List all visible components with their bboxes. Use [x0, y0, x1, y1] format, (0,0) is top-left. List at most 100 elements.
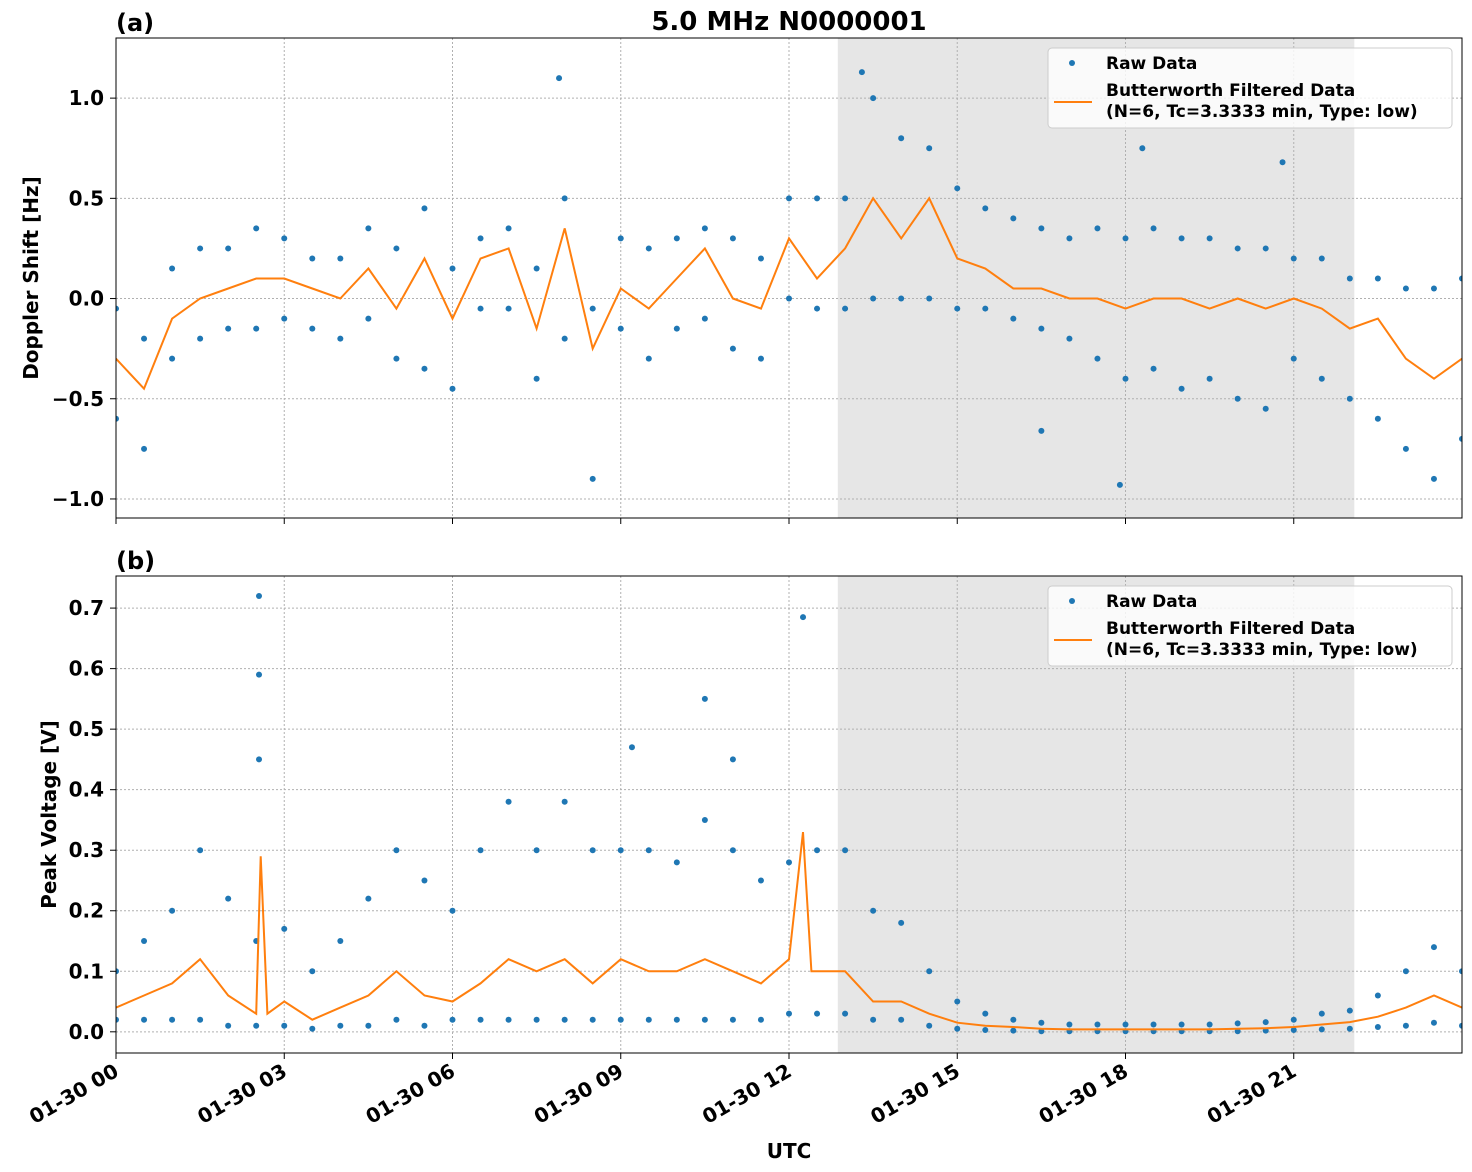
raw-point: [365, 895, 372, 902]
y-axis-label: Peak Voltage [V]: [37, 720, 61, 909]
raw-point: [477, 1016, 484, 1023]
raw-point: [926, 1022, 933, 1029]
raw-point: [1038, 325, 1045, 332]
raw-point: [1122, 235, 1129, 242]
raw-point: [1279, 159, 1286, 166]
raw-point: [673, 235, 680, 242]
panel-label: (a): [116, 9, 154, 37]
raw-point: [1010, 215, 1017, 222]
raw-point: [1346, 1007, 1353, 1014]
raw-point: [1402, 445, 1409, 452]
raw-point: [1122, 375, 1129, 382]
raw-point: [926, 145, 933, 152]
panel: −1.0 −0.5 0.0 0.5 1.0 (a) 5.0 MHz N0000001 Dopp…: [19, 7, 1463, 524]
raw-point: [1290, 355, 1297, 362]
x-tick-label: 01-30 09: [530, 1059, 628, 1129]
raw-point: [561, 335, 568, 342]
raw-point: [982, 1010, 989, 1017]
raw-point: [449, 385, 456, 392]
raw-point: [197, 245, 204, 252]
x-tick-label: 01-30 00: [25, 1059, 123, 1129]
raw-point: [309, 255, 316, 262]
raw-point: [898, 919, 905, 926]
raw-point: [954, 998, 961, 1005]
y-tick-label: 0.3: [69, 838, 104, 862]
panel-label: (b): [116, 547, 155, 575]
raw-point: [645, 245, 652, 252]
raw-point: [197, 1016, 204, 1023]
raw-point: [926, 295, 933, 302]
raw-point: [898, 135, 905, 142]
raw-point: [449, 1016, 456, 1023]
y-axis-label: Doppler Shift [Hz]: [19, 176, 43, 380]
raw-point: [1094, 355, 1101, 362]
raw-point: [870, 1016, 877, 1023]
raw-point: [898, 1016, 905, 1023]
raw-point: [225, 1022, 232, 1029]
raw-point: [533, 847, 540, 854]
raw-point: [1038, 427, 1045, 434]
raw-point: [898, 295, 905, 302]
raw-point: [1318, 375, 1325, 382]
raw-point: [1318, 1026, 1325, 1033]
raw-point: [628, 744, 635, 751]
raw-point: [561, 195, 568, 202]
raw-point: [842, 305, 849, 312]
raw-point: [800, 614, 807, 621]
raw-point: [556, 75, 563, 82]
raw-point: [1374, 275, 1381, 282]
raw-point: [1206, 375, 1213, 382]
raw-point: [954, 185, 961, 192]
raw-point: [116, 1016, 119, 1023]
raw-point: [116, 415, 119, 422]
raw-point: [1459, 275, 1462, 282]
raw-point: [505, 225, 512, 232]
raw-point: [701, 315, 708, 322]
raw-point: [842, 1010, 849, 1017]
raw-point: [421, 205, 428, 212]
raw-point: [421, 365, 428, 372]
raw-point: [1290, 255, 1297, 262]
x-tick-label: 01-30 15: [866, 1059, 964, 1129]
raw-point: [1346, 275, 1353, 282]
raw-point: [786, 1010, 792, 1017]
raw-point: [281, 315, 288, 322]
raw-point: [197, 847, 204, 854]
raw-point: [1010, 1027, 1017, 1034]
raw-point: [1290, 1026, 1297, 1033]
raw-point: [1374, 1023, 1381, 1030]
raw-point: [701, 1016, 708, 1023]
raw-point: [1402, 285, 1409, 292]
raw-point: [982, 305, 989, 312]
raw-point: [337, 335, 344, 342]
raw-point: [1374, 992, 1381, 999]
legend-marker: [1069, 598, 1075, 604]
raw-point: [309, 325, 316, 332]
raw-point: [1094, 1021, 1101, 1028]
raw-point: [533, 375, 540, 382]
raw-point: [116, 305, 119, 312]
raw-point: [589, 1016, 596, 1023]
x-tick-label: 01-30 06: [361, 1059, 459, 1129]
raw-point: [141, 335, 148, 342]
raw-point: [589, 305, 596, 312]
raw-point: [982, 1026, 989, 1033]
raw-point: [505, 1016, 512, 1023]
raw-point: [1290, 1016, 1297, 1023]
raw-point: [673, 1016, 680, 1023]
raw-point: [1178, 385, 1185, 392]
raw-point: [169, 907, 176, 914]
raw-point: [757, 1016, 764, 1023]
raw-point: [1150, 365, 1157, 372]
raw-point: [197, 335, 204, 342]
raw-point: [1234, 1020, 1241, 1027]
y-tick-label: 1.0: [69, 86, 104, 110]
raw-point: [1430, 1019, 1437, 1026]
raw-point: [617, 325, 624, 332]
raw-point: [225, 245, 232, 252]
raw-point: [253, 225, 260, 232]
raw-point: [256, 756, 263, 763]
legend-label: (N=6, Tc=3.3333 min, Type: low): [1106, 640, 1418, 660]
raw-point: [729, 235, 736, 242]
y-tick-label: 0.6: [69, 657, 104, 681]
